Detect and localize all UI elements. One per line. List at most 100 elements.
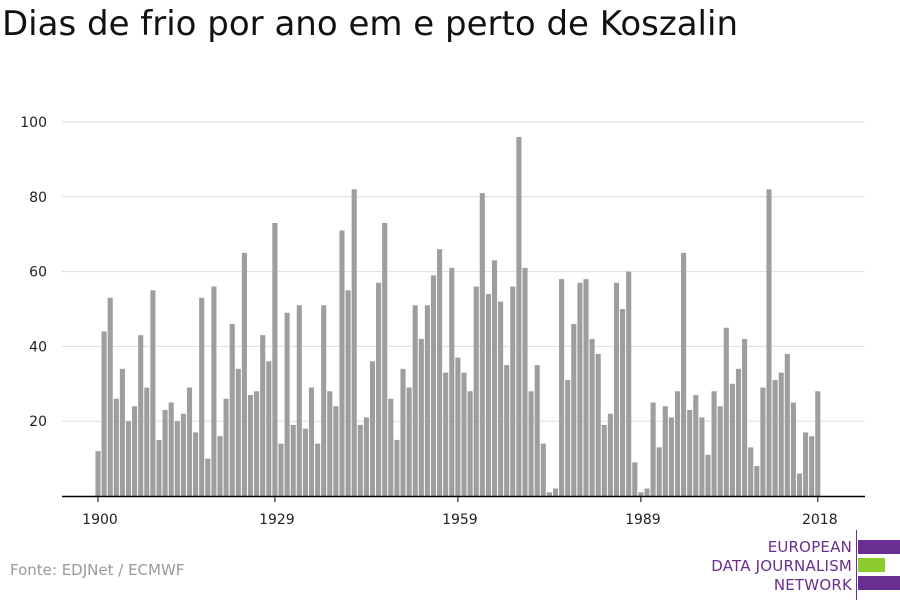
bar (193, 432, 199, 496)
bar (559, 279, 565, 496)
bar (613, 282, 620, 496)
bar (565, 380, 571, 496)
bar (119, 368, 125, 496)
bar (437, 249, 443, 496)
logo-bar-top (858, 540, 900, 554)
bar (729, 383, 735, 496)
bar (247, 395, 254, 496)
y-tick-label: 60 (29, 265, 47, 281)
bar (168, 402, 174, 496)
bar (638, 492, 644, 496)
bar (229, 323, 235, 496)
logo-divider (856, 530, 857, 600)
bar (705, 454, 711, 496)
edjnet-logo: EUROPEAN DATA JOURNALISM NETWORK (700, 530, 900, 600)
x-tick-label: 2018 (802, 512, 838, 528)
y-tick-label: 40 (29, 339, 47, 355)
bar (552, 488, 559, 496)
bar (748, 447, 754, 496)
bar (199, 297, 205, 496)
bar (125, 421, 132, 496)
bar (784, 353, 790, 496)
bar (388, 398, 394, 496)
bar (687, 409, 693, 496)
bar (211, 286, 217, 496)
bar (601, 424, 607, 496)
bar (528, 391, 534, 496)
bar (742, 338, 748, 496)
bar (540, 443, 546, 496)
bar (656, 447, 662, 496)
bar (522, 267, 528, 496)
bar (351, 189, 357, 496)
bar (260, 335, 266, 496)
bar (735, 368, 742, 496)
bar (223, 398, 229, 496)
bar (772, 380, 778, 496)
bar (290, 424, 296, 496)
bar (333, 406, 339, 496)
bar (467, 391, 473, 496)
bar (235, 368, 241, 496)
bar (339, 230, 345, 496)
bar (485, 294, 491, 496)
bar (363, 417, 369, 496)
bar (162, 409, 168, 496)
bar (278, 443, 284, 496)
bar (180, 413, 186, 496)
bar (479, 193, 485, 496)
logo-line-1: EUROPEAN (767, 538, 852, 556)
bar (394, 439, 400, 496)
bar (150, 290, 156, 496)
bar (754, 466, 760, 496)
bar (607, 413, 613, 496)
x-tick-label: 1989 (625, 512, 661, 528)
bar (620, 309, 626, 496)
bar (174, 421, 180, 496)
logo-line-2: DATA JOURNALISM (711, 557, 852, 575)
bar (424, 305, 430, 496)
bar (266, 361, 272, 496)
bar (345, 290, 351, 496)
bar (516, 136, 522, 496)
bar (186, 387, 193, 496)
bar (376, 282, 382, 496)
source-note: Fonte: EDJNet / ECMWF (10, 561, 185, 579)
bar (418, 338, 424, 496)
bar (504, 365, 510, 496)
x-tick-label: 1959 (442, 512, 478, 528)
bar (308, 387, 315, 496)
bar (144, 387, 150, 496)
y-tick-label: 80 (29, 190, 47, 206)
chart-title: Dias de frio por ano em e perto de Kosza… (2, 4, 738, 44)
bar (132, 406, 138, 496)
bar (205, 458, 211, 496)
bar (315, 443, 321, 496)
bar (406, 387, 412, 496)
bar (321, 305, 327, 496)
x-axis-ticks: 1900 1929 1959 1989 2018 (82, 496, 838, 528)
bar (272, 222, 278, 497)
bar (455, 357, 461, 496)
bar (156, 439, 162, 496)
bar (101, 331, 107, 496)
bar (217, 436, 223, 496)
bar (400, 368, 406, 496)
bar (674, 391, 681, 496)
bar (693, 395, 699, 496)
bar (699, 417, 705, 496)
bar (498, 301, 504, 496)
bar (138, 335, 144, 496)
logo-bar-bottom (858, 576, 900, 590)
bar (778, 372, 784, 496)
bar (296, 305, 302, 496)
bar (650, 402, 656, 496)
bar (626, 271, 632, 496)
bar (382, 222, 388, 497)
bar (254, 391, 260, 496)
bar (668, 417, 674, 496)
bar (473, 286, 479, 496)
y-tick-label: 100 (20, 115, 47, 131)
bar (369, 361, 376, 496)
